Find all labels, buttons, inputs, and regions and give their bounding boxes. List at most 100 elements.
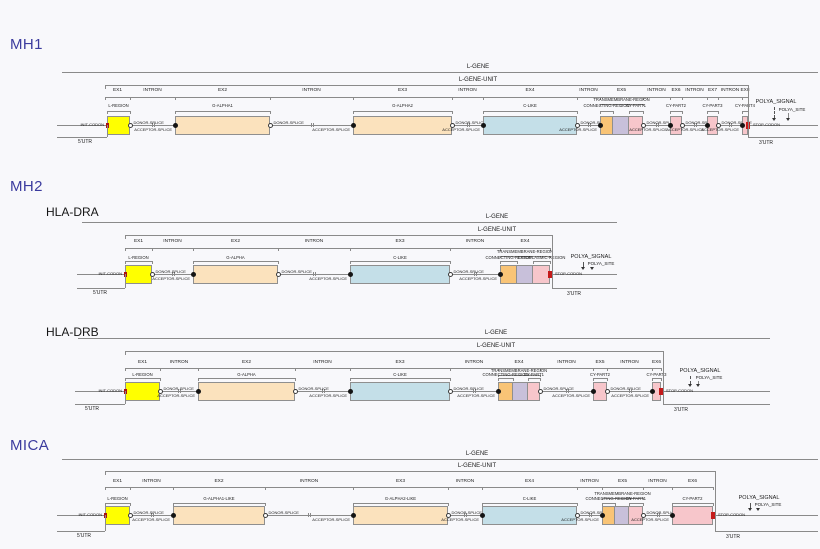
donor-splice-marker bbox=[127, 512, 133, 518]
acceptor-splice-label: ACCEPTOR-SPLICE bbox=[666, 127, 704, 132]
region-label: CY-PART3 bbox=[646, 371, 667, 377]
span-tick bbox=[593, 368, 594, 371]
region-bracket-tick bbox=[643, 111, 644, 114]
l-gene-line bbox=[78, 338, 770, 339]
region-label: TRANSMEMBRANE-REGION bbox=[593, 96, 650, 102]
acceptor-splice-label: ACCEPTOR-SPLICE bbox=[157, 393, 195, 398]
span-tick bbox=[105, 487, 106, 490]
polya-site-arrow-icon bbox=[788, 113, 789, 118]
acceptor-splice-marker bbox=[350, 512, 356, 518]
region-bracket bbox=[125, 378, 160, 379]
donor-splice-label: DONOR-SPLICE bbox=[451, 509, 482, 515]
acceptor-splice-label: ACCEPTOR-SPLICE bbox=[611, 393, 649, 398]
acceptor-splice-marker bbox=[497, 271, 503, 277]
region-bracket-tick bbox=[540, 374, 541, 377]
group-title: MH2 bbox=[10, 178, 43, 195]
region-bracket bbox=[528, 378, 540, 379]
span-tick bbox=[125, 368, 126, 371]
polya-signal-label: POLYA_SIGNAL bbox=[738, 495, 780, 502]
exon-span-label: EX4 bbox=[525, 87, 535, 93]
tm-arrow-icon: ↓ bbox=[620, 495, 624, 502]
span-tick-line bbox=[125, 368, 661, 369]
polya-signal-label: POLYA_SIGNAL bbox=[679, 368, 721, 375]
acceptor-splice-label: ACCEPTOR-SPLICE bbox=[561, 517, 599, 522]
arrowhead-icon bbox=[772, 118, 776, 121]
region-bracket-tick bbox=[482, 503, 483, 506]
donor-splice-label: DONOR-SPLICE bbox=[163, 385, 194, 391]
span-tick bbox=[643, 487, 644, 490]
acceptor-splice-marker bbox=[599, 512, 605, 518]
acceptor-splice-label: ACCEPTOR-SPLICE bbox=[132, 517, 170, 522]
acceptor-splice-label: ACCEPTOR-SPLICE bbox=[559, 127, 597, 132]
span-tick bbox=[175, 97, 176, 100]
acceptor-splice-label: ACCEPTOR-SPLICE bbox=[134, 127, 172, 132]
donor-splice-label: DONOR-SPLICE bbox=[646, 119, 677, 125]
stop-codon-label: STOP-CODON bbox=[555, 271, 583, 276]
exon-span-label: EX1 bbox=[133, 238, 144, 244]
region-label: L-REGION bbox=[107, 495, 128, 501]
span-tick-line bbox=[125, 248, 550, 249]
intron-break-icon bbox=[150, 513, 152, 517]
region-bracket-tick bbox=[483, 111, 484, 114]
span-tick bbox=[130, 487, 131, 490]
exon-span-label: EX1 bbox=[112, 478, 123, 484]
init-codon-label: INIT-CODON bbox=[98, 271, 122, 276]
exon-span-label: EX8 bbox=[740, 87, 750, 93]
init-codon-label: INIT-CODON bbox=[78, 512, 102, 517]
region-bracket-tick bbox=[517, 261, 518, 264]
intron-break-icon bbox=[466, 513, 467, 517]
region-bracket-tick bbox=[629, 503, 630, 506]
intron-break-icon bbox=[321, 389, 323, 393]
donor-splice-marker bbox=[267, 122, 273, 128]
intron-break-icon bbox=[323, 389, 325, 393]
exon-span-label: EX1 bbox=[112, 87, 123, 93]
span-tick bbox=[270, 97, 271, 100]
stop-codon-marker bbox=[659, 387, 663, 395]
span-tick bbox=[193, 248, 194, 251]
utr3-label: 3'UTR bbox=[566, 290, 582, 297]
polya-site-label: POLYA_SITE bbox=[587, 260, 615, 266]
acceptor-splice-marker bbox=[195, 388, 201, 394]
acceptor-splice-label: ACCEPTOR-SPLICE bbox=[629, 127, 667, 132]
baseline bbox=[77, 274, 617, 275]
intron-break-icon bbox=[178, 389, 179, 393]
utr5-label: 5'UTR bbox=[76, 532, 92, 539]
exon-span-label: EX2 bbox=[214, 478, 224, 484]
utr3-connector bbox=[552, 235, 553, 288]
donor-splice-marker bbox=[149, 271, 155, 277]
region-bracket-tick bbox=[600, 111, 601, 114]
region-bracket bbox=[173, 503, 265, 504]
polya-site-label: POLYA_SITE bbox=[695, 374, 723, 380]
l-gene-unit-bracket bbox=[105, 471, 715, 472]
utr3-label: 3'UTR bbox=[725, 533, 741, 540]
donor-splice-label: DONOR-SPLICE bbox=[298, 385, 329, 391]
region-label: C-LIKE bbox=[523, 102, 537, 108]
utr5-line bbox=[75, 404, 125, 405]
region-label: TRANSMEMBRANE-REGION bbox=[496, 248, 554, 254]
exon-span-label: EX6 bbox=[687, 478, 698, 484]
span-tick bbox=[602, 487, 603, 490]
donor-splice-marker bbox=[574, 512, 580, 518]
exon-box bbox=[672, 506, 713, 525]
exon-box bbox=[105, 506, 130, 525]
region-label: TRANSMEMBRANE-REGION bbox=[490, 367, 548, 373]
polya-signal-label: POLYA_SIGNAL bbox=[570, 254, 612, 261]
region-label: CONNECTING-REGION bbox=[482, 371, 529, 377]
intron-span-label: INTRON bbox=[579, 87, 598, 93]
polya-signal-arrow-icon bbox=[583, 262, 584, 267]
diagram-subtitle: HLA-DRB bbox=[46, 325, 99, 339]
region-bracket-tick bbox=[577, 503, 578, 506]
region-bracket bbox=[707, 111, 718, 112]
intron-break-icon bbox=[655, 123, 657, 127]
span-tick bbox=[295, 368, 296, 371]
region-bracket bbox=[629, 111, 643, 112]
l-gene-line bbox=[62, 459, 818, 460]
polya-signal-arrow-icon bbox=[774, 107, 775, 118]
region-bracket-tick bbox=[130, 503, 131, 506]
region-label: G-ALPHA bbox=[237, 371, 256, 377]
span-tick bbox=[350, 248, 351, 251]
l-gene-unit-tick bbox=[105, 471, 106, 475]
region-label: CONNECTING-REGION bbox=[485, 254, 532, 260]
region-bracket bbox=[500, 255, 550, 257]
